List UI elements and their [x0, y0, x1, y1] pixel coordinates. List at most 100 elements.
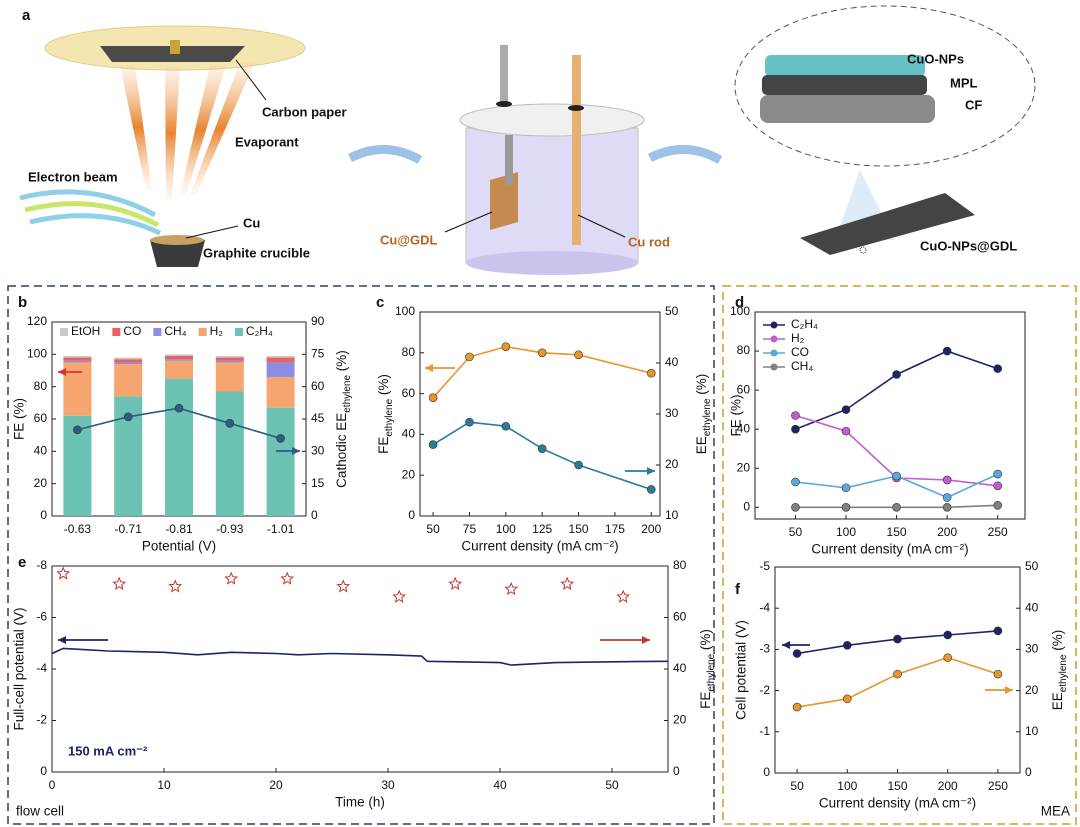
x-tick-label: -0.93 — [216, 522, 244, 536]
plot-frame — [419, 311, 661, 517]
axis-label: Current density (mA cm⁻²) — [811, 542, 968, 557]
legend-label: H₂ — [791, 331, 805, 345]
x-tick-label: 50 — [789, 525, 803, 539]
plot-frame — [754, 311, 1026, 520]
y-tick-label: -4 — [36, 661, 47, 675]
point-marker — [73, 425, 82, 435]
point-marker — [841, 502, 851, 512]
star-marker — [112, 576, 127, 590]
y2-tick-label: 40 — [665, 355, 679, 369]
legend-label: C₂H₄ — [246, 324, 273, 338]
series-line — [796, 656, 999, 708]
bar-segment — [215, 362, 244, 392]
point-marker — [842, 694, 852, 704]
x-tick-label: 150 — [887, 525, 907, 539]
axis-arrow-head — [647, 467, 655, 475]
point-marker — [791, 502, 800, 512]
y2-tick-label: 50 — [665, 304, 679, 318]
legend-marker — [770, 349, 778, 357]
axis-label-part: (%) — [334, 350, 349, 375]
axis-label-part: FE — [698, 692, 713, 709]
axis-label: FE (%) — [12, 398, 27, 440]
box-label: flow cell — [16, 804, 64, 819]
series-line — [795, 350, 998, 430]
y2-tick-label: 80 — [673, 558, 687, 572]
series-line — [432, 345, 652, 399]
point-marker — [501, 342, 511, 351]
bar-segment — [266, 357, 295, 363]
bar-segment — [165, 354, 193, 356]
y-tick-label: 60 — [737, 382, 751, 396]
star-marker — [504, 581, 519, 596]
x-tick-label: 150 — [569, 522, 589, 536]
legend-label: EtOH — [71, 324, 100, 338]
star-marker — [56, 566, 71, 580]
x-tick-label: 100 — [836, 525, 856, 539]
series-line — [432, 421, 652, 491]
axis-label-part: ethylene — [342, 375, 353, 413]
legend-label: CO — [123, 324, 141, 338]
y-tick-label: 20 — [737, 460, 751, 474]
y2-tick-label: 10 — [665, 508, 679, 522]
y-tick-label: 80 — [737, 343, 751, 357]
point-marker — [841, 483, 851, 493]
axis-label-part: (%) — [694, 374, 709, 399]
y-tick-label: 40 — [34, 444, 48, 458]
bar-segment — [63, 362, 92, 416]
y-tick-label: 0 — [408, 508, 415, 522]
y-tick-label: -2 — [759, 683, 770, 697]
point-marker — [792, 649, 802, 658]
y-tick-label: -4 — [759, 600, 770, 614]
axis-label: FE (%) — [729, 395, 744, 437]
legend-label: CH₄ — [791, 359, 813, 373]
axis-label: Cathodic EEethylene (%) — [334, 350, 354, 488]
axis-label-part: EE — [694, 436, 709, 454]
bar-segment — [215, 355, 244, 358]
point-marker — [892, 370, 901, 379]
point-marker — [225, 419, 235, 428]
x-tick-label: 50 — [605, 778, 619, 792]
point-marker — [892, 471, 901, 481]
point-marker — [646, 368, 656, 378]
bar-segment — [266, 376, 295, 408]
bar-segment — [165, 378, 193, 516]
illustration-labels: Carbon paper Evaporant Electron beam Cu Grap… — [28, 51, 1017, 260]
axis-arrow-head — [58, 636, 66, 644]
legend-label: CO — [791, 345, 809, 359]
point-marker — [892, 502, 901, 512]
y2-tick-label: 90 — [311, 314, 325, 328]
panel-label: b — [18, 294, 27, 311]
x-tick-label: 0 — [49, 778, 56, 792]
y2-tick-label: 20 — [1025, 683, 1039, 697]
x-tick-label: 175 — [605, 522, 625, 536]
bar-segment — [266, 362, 295, 377]
bar-segment — [114, 364, 143, 397]
illustration-label: Cu — [243, 215, 260, 230]
point-marker — [465, 417, 474, 427]
point-marker — [276, 434, 285, 443]
annotation: 150 mA cm⁻² — [68, 743, 148, 758]
bar-segment — [165, 355, 193, 360]
star-marker — [336, 579, 351, 593]
star-marker — [168, 579, 183, 593]
bar-segment — [63, 355, 92, 358]
y-tick-label: -2 — [36, 713, 47, 727]
axis-label: Potential (V) — [142, 539, 216, 554]
axis-label-part: Cathodic EE — [334, 413, 349, 488]
point-marker — [574, 350, 583, 360]
legend-label: H₂ — [210, 324, 224, 338]
point-marker — [993, 481, 1002, 491]
point-marker — [428, 440, 438, 449]
x-tick-label: 30 — [381, 778, 395, 792]
legend-swatch — [234, 328, 243, 336]
bar-segment — [114, 357, 143, 360]
illustration — [7, 5, 1077, 825]
axis-label-part: ethylene — [1058, 654, 1069, 692]
point-marker — [791, 477, 800, 487]
illustration-label: CuO-NPs — [907, 51, 964, 66]
bar-segment — [215, 391, 244, 516]
bar-segment — [215, 360, 244, 363]
axis-arrow-head — [782, 641, 790, 649]
axis-arrow-head — [292, 447, 300, 455]
point-marker — [993, 469, 1002, 479]
